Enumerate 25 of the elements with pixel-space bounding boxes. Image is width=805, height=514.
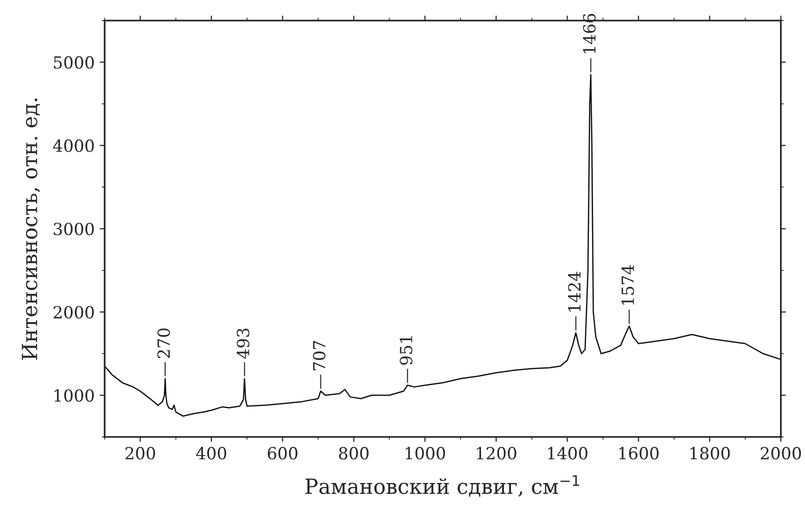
x-tick-label: 1200 xyxy=(476,446,516,460)
y-axis-title: Интенсивность, отн. ед. xyxy=(22,98,40,360)
annotation: 707 xyxy=(312,341,326,370)
x-tick-label: 200 xyxy=(125,446,156,460)
y-tick-label: 3000 xyxy=(54,222,94,236)
annotation: 951 xyxy=(400,336,412,365)
x-tick-label: 1800 xyxy=(690,446,730,460)
annotation: 270 xyxy=(157,328,170,358)
x-axis-title: Рамановский сдвиг, см$^{−1}$ xyxy=(305,475,580,497)
annotation: 1574 xyxy=(621,265,634,305)
x-tick-label: 1000 xyxy=(406,446,446,460)
annotation: 1424 xyxy=(568,272,580,312)
x-tick-label: 400 xyxy=(196,446,226,460)
x-tick-label: 800 xyxy=(338,446,369,460)
annotation: 1466 xyxy=(583,14,596,54)
x-tick-label: 1600 xyxy=(619,446,659,460)
x-tick-label: 600 xyxy=(268,446,298,460)
line-series xyxy=(104,74,781,417)
x-tick-label: 2000 xyxy=(760,446,801,460)
annotation: 493 xyxy=(236,328,250,359)
y-tick-label: 2000 xyxy=(54,306,94,319)
y-tick-label: 5000 xyxy=(54,56,94,69)
y-tick-label: 1000 xyxy=(54,389,94,402)
y-tick-label: 4000 xyxy=(53,139,94,152)
x-tick-label: 1400 xyxy=(548,446,588,460)
